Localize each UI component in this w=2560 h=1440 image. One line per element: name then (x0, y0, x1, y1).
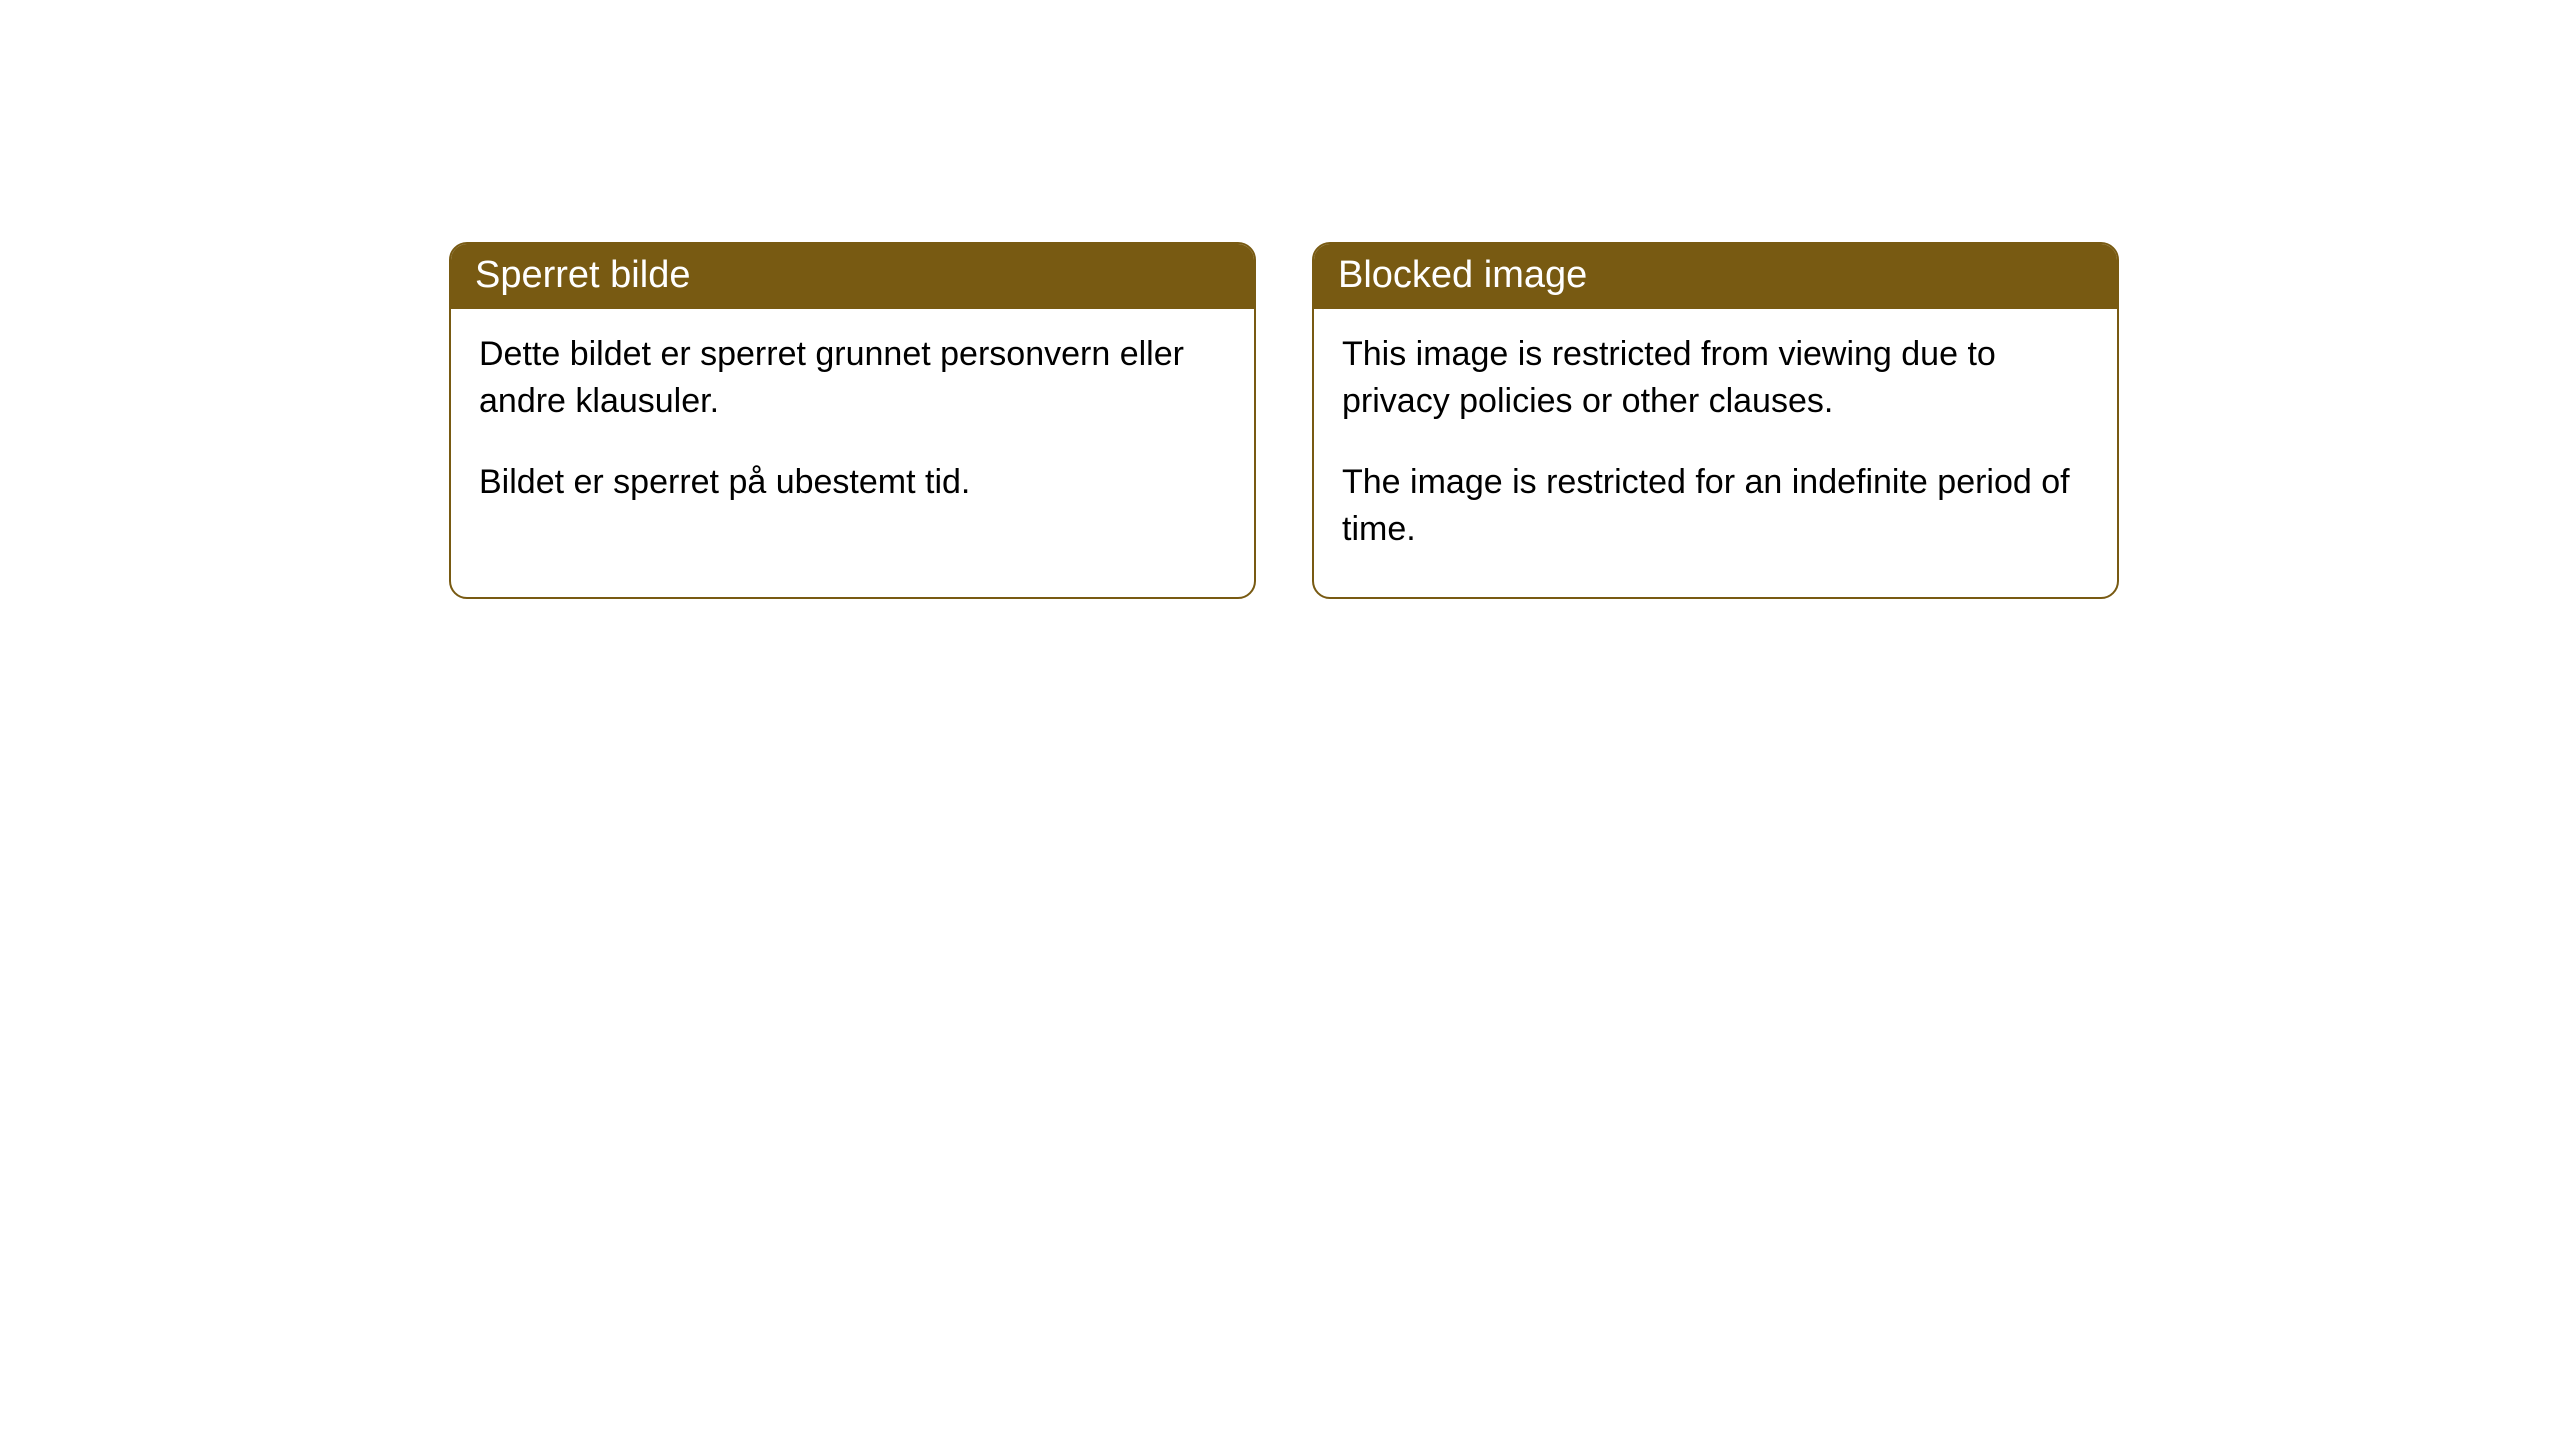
card-header-en: Blocked image (1314, 244, 2117, 309)
card-body-en: This image is restricted from viewing du… (1314, 309, 2117, 597)
card-para1-en: This image is restricted from viewing du… (1342, 331, 2089, 425)
card-para2-no: Bildet er sperret på ubestemt tid. (479, 459, 1226, 506)
blocked-image-card-no: Sperret bilde Dette bildet er sperret gr… (449, 242, 1256, 599)
card-header-no: Sperret bilde (451, 244, 1254, 309)
cards-container: Sperret bilde Dette bildet er sperret gr… (449, 242, 2119, 599)
blocked-image-card-en: Blocked image This image is restricted f… (1312, 242, 2119, 599)
card-body-no: Dette bildet er sperret grunnet personve… (451, 309, 1254, 550)
card-para2-en: The image is restricted for an indefinit… (1342, 459, 2089, 553)
card-para1-no: Dette bildet er sperret grunnet personve… (479, 331, 1226, 425)
